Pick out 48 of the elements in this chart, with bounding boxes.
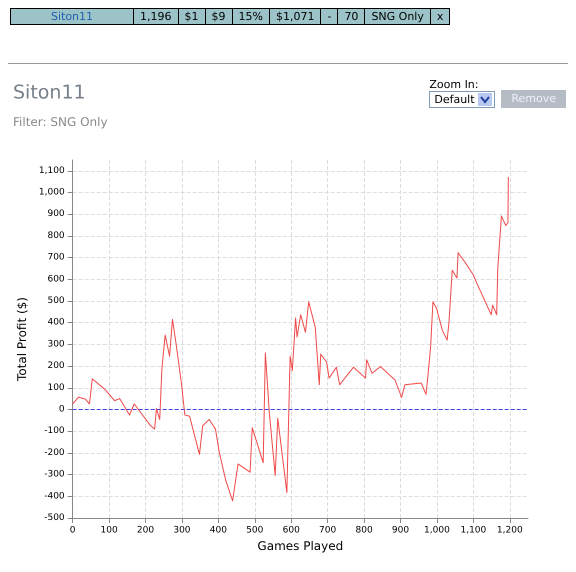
y-tick-label: 0 [58, 404, 65, 415]
y-tick-label: -500 [44, 513, 65, 523]
x-tick-label: 200 [136, 526, 154, 536]
y-tick-label: 300 [47, 339, 65, 350]
y-tick-label: 900 [47, 209, 65, 220]
y-axis-title: Total Profit ($) [15, 297, 29, 382]
y-tick-label: 700 [47, 252, 65, 263]
y-tick-label: -400 [44, 491, 65, 502]
text: 70 [338, 8, 365, 24]
chart-title: Siton11 [13, 82, 86, 104]
y-tick-label: -300 [44, 470, 65, 480]
text: $1,071 [269, 8, 321, 24]
y-tick-label: 1,100 [38, 166, 65, 176]
text: - [320, 8, 338, 24]
x-tick-label: 100 [100, 526, 118, 536]
text: $1 [178, 8, 205, 24]
x-tick-label: 1,000 [424, 526, 450, 536]
text: x [430, 8, 450, 24]
x-tick-label: 1,200 [496, 526, 523, 536]
x-tick-label: 1,100 [460, 526, 487, 536]
y-tick-label: 200 [47, 361, 65, 372]
y-tick-label: 400 [47, 318, 65, 328]
text: Siton11 [10, 8, 134, 24]
chart-subtitle: Filter: SNG Only [13, 115, 108, 129]
y-tick-label: 500 [47, 296, 65, 306]
y-tick-label: 600 [47, 274, 65, 284]
dropdown: Default [429, 91, 496, 108]
x-tick-label: 800 [355, 526, 373, 536]
y-tick-label: -200 [44, 448, 65, 458]
text: $9 [205, 8, 232, 24]
line-series [72, 176, 509, 502]
text: SNG Only [364, 8, 430, 24]
text: Zoom In: [429, 78, 480, 91]
y-tick-label: 100 [47, 382, 65, 393]
x-tick-label: 400 [210, 526, 228, 536]
x-tick-label: 900 [392, 526, 410, 536]
x-tick-label: 0 [70, 526, 76, 536]
x-tick-label: 600 [282, 526, 300, 536]
y-tick-label: 1,000 [38, 188, 65, 198]
y-tick-label: 800 [47, 230, 65, 241]
x-tick-label: 700 [319, 526, 337, 536]
button: Remove [501, 90, 566, 108]
text: 15% [232, 8, 270, 24]
y-tick-label: -100 [44, 426, 65, 436]
x-tick-label: 300 [173, 526, 191, 536]
x-axis-title: Games Played [257, 539, 344, 553]
x-tick-label: 500 [246, 526, 264, 536]
text: 1,196 [134, 8, 178, 24]
